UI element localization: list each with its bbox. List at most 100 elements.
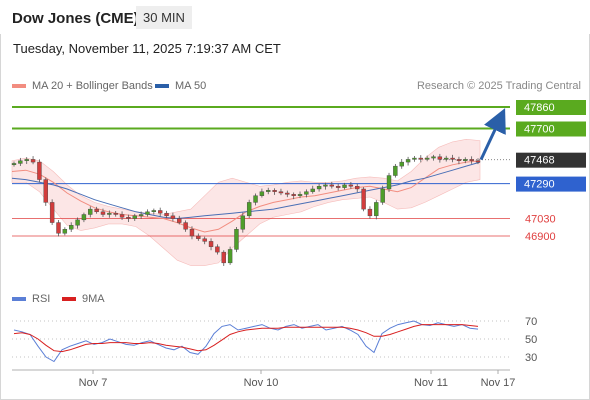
candle-bull — [138, 214, 144, 217]
candle-bull — [246, 202, 252, 217]
candle-bull — [323, 184, 328, 187]
candle-bear — [119, 214, 125, 218]
legend-label-rsi: RSI — [32, 293, 51, 305]
legend-label-ma50: MA 50 — [175, 80, 207, 92]
legend-9ma: 9MA — [62, 293, 105, 305]
candle-bull — [399, 161, 404, 167]
rsi-tick-70: 70 — [525, 316, 537, 328]
candle-bull — [88, 208, 93, 215]
candle-bear — [215, 246, 220, 253]
candle-bull — [431, 156, 436, 159]
candle-bear — [126, 216, 131, 219]
candle-bear — [37, 161, 42, 180]
candle-bear — [291, 194, 296, 196]
price-label-47030: 47030 — [525, 214, 556, 226]
candle-bear — [49, 202, 55, 223]
legend-bollinger: MA 20 + Bollinger Bands — [12, 80, 153, 92]
price-label-46900: 46900 — [525, 231, 556, 243]
candle-bull — [316, 186, 322, 190]
candle-bull — [253, 195, 258, 203]
candle-bear — [183, 222, 188, 230]
instrument-title: Dow Jones (CME) — [12, 10, 139, 27]
candle-bear — [177, 218, 182, 223]
candle-bear — [437, 156, 443, 160]
source-credit: Research © 2025 Trading Central — [416, 80, 581, 92]
legend-label-9ma: 9MA — [82, 293, 105, 305]
x-tick-label: Nov 11 — [414, 377, 448, 389]
candle-bull — [310, 188, 315, 192]
candle-bull — [374, 202, 379, 217]
rsi-9ma-line — [13, 324, 479, 353]
candle-bear — [157, 210, 163, 214]
projection-arrow — [479, 108, 506, 161]
candle-bear — [348, 184, 354, 187]
candle-bear — [30, 159, 36, 163]
price-tag-47468: 47468 — [524, 155, 555, 167]
candle-bull — [444, 157, 449, 160]
candle-bear — [285, 192, 290, 195]
candle-bear — [202, 238, 207, 242]
timeframe-badge[interactable]: 30 MIN — [136, 6, 192, 29]
chart-header: Dow Jones (CME) 30 MIN — [0, 0, 590, 34]
price-tag-47860: 47860 — [524, 102, 555, 114]
candle-bear — [196, 235, 201, 239]
candle-bear — [189, 229, 195, 237]
candle-bull — [24, 159, 29, 161]
candle-bear — [170, 215, 176, 219]
legend-swatch-ma20 — [12, 84, 26, 89]
candle-bear — [43, 179, 48, 203]
candle-bull — [297, 194, 303, 196]
candle-bear — [361, 188, 366, 210]
candle-bear — [94, 208, 99, 213]
legend-label-bollinger: MA 20 + Bollinger Bands — [32, 80, 153, 92]
candle-bull — [132, 215, 137, 219]
timestamp: Tuesday, November 11, 2025 7:19:37 AM CE… — [13, 41, 281, 56]
rsi-tick-50: 50 — [525, 334, 537, 346]
candle-bull — [151, 210, 157, 213]
price-tag-47700: 47700 — [524, 124, 555, 136]
candle-bear — [450, 157, 455, 160]
bollinger-band — [11, 138, 481, 266]
candle-bear — [208, 241, 214, 247]
candle-bull — [405, 159, 411, 163]
candle-bear — [469, 159, 474, 161]
x-tick-label: Nov 7 — [79, 377, 108, 389]
candle-bull — [424, 157, 430, 160]
price-tag-bg-47290 — [516, 176, 586, 192]
candle-bull — [18, 160, 23, 164]
price-tag-bg-47860 — [516, 100, 586, 115]
legend-ma50: MA 50 — [155, 80, 206, 92]
candle-bear — [475, 160, 481, 163]
candle-bear — [329, 184, 335, 187]
candle-bull — [11, 163, 17, 165]
candle-bear — [164, 212, 169, 217]
candle-bear — [100, 211, 106, 215]
candle-bear — [355, 186, 360, 190]
candle-bear — [221, 251, 226, 264]
candle-bull — [463, 159, 468, 161]
candle-bear — [456, 159, 462, 161]
price-tag-47290: 47290 — [524, 179, 555, 191]
legend-swatch-ma50 — [155, 84, 169, 89]
x-tick-label: Nov 10 — [244, 377, 279, 389]
candle-bull — [81, 214, 87, 221]
legend-swatch-9ma — [62, 297, 76, 302]
candle-bull — [393, 165, 398, 176]
candle-bull — [386, 175, 392, 190]
rsi-tick-30: 30 — [525, 352, 537, 364]
candle-bear — [418, 157, 423, 160]
candle-bear — [367, 208, 373, 217]
ma50-line — [11, 161, 481, 220]
candle-bear — [113, 212, 118, 215]
candle-bull — [145, 211, 150, 215]
candle-bear — [335, 186, 341, 188]
x-tick-label: Nov 17 — [481, 377, 516, 389]
rsi-line — [13, 320, 479, 363]
candle-bull — [266, 190, 271, 192]
candle-bull — [234, 229, 239, 250]
candle-bull — [412, 157, 417, 160]
candle-bear — [56, 222, 61, 234]
legend-rsi: RSI — [12, 293, 50, 305]
candle-bear — [272, 190, 277, 192]
